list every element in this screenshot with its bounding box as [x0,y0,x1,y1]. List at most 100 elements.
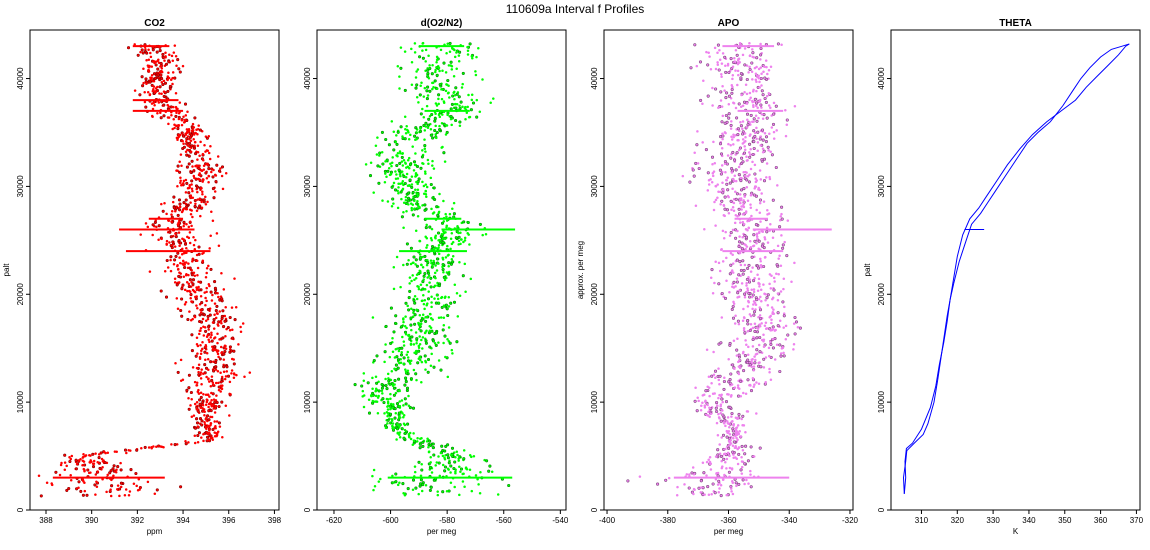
data-point [172,51,176,54]
data-point [175,283,179,287]
data-point [464,117,467,121]
data-point [429,316,433,320]
data-point [758,314,762,317]
data-point [414,258,418,262]
data-point [732,179,736,183]
data-point [63,461,67,464]
data-point [212,407,216,410]
data-point [156,59,159,63]
data-point [711,104,714,107]
data-point [397,416,401,419]
data-point [730,490,733,493]
data-point [387,379,391,383]
data-point [383,181,387,184]
data-point [737,212,742,216]
data-point [723,162,727,166]
data-point [755,330,760,334]
data-point [732,197,736,201]
data-point [478,492,482,495]
data-point [434,276,437,280]
data-point [434,133,437,136]
data-point [748,173,751,176]
data-point [446,375,450,379]
data-point [209,437,213,440]
data-point [383,412,386,415]
data-point [186,144,190,147]
data-point [729,251,733,255]
data-point [706,414,710,417]
data-point [167,60,171,64]
data-point [743,47,747,50]
data-point [442,341,445,345]
data-point [177,198,182,202]
data-point [421,347,424,350]
data-point [184,114,188,117]
data-point [213,411,217,414]
data-point [724,113,728,118]
data-point [199,371,203,374]
data-point [716,448,720,452]
data-point [205,290,208,294]
data-point [403,428,407,432]
data-point [444,295,447,299]
data-point [738,193,742,196]
data-point [408,406,412,410]
data-point [746,361,750,365]
data-point [214,348,217,352]
y-axis-label: approx. per meg [576,241,585,299]
data-point [458,261,461,264]
x-tick-label: -580 [439,516,456,525]
data-point [745,159,749,162]
data-point [395,402,400,406]
data-point [441,240,445,244]
data-point [761,150,765,154]
y-tick-label: 0 [877,507,886,512]
data-point [190,415,194,419]
data-point [716,43,720,47]
data-point [189,213,193,216]
data-point [190,333,194,337]
data-point [714,224,717,227]
data-point [453,55,457,59]
data-point [214,399,217,402]
data-point [729,487,733,490]
data-point [204,203,208,206]
data-point [744,228,748,231]
data-point [418,327,421,331]
data-point [417,101,420,104]
data-point [732,423,736,426]
data-point [426,123,430,127]
data-point [200,382,203,386]
data-point [159,289,163,293]
data-point [419,256,422,259]
data-point [169,255,173,259]
data-point [743,354,747,358]
data-point [406,304,409,308]
data-point [430,261,433,265]
data-point [426,94,430,97]
data-point [135,484,138,488]
data-point [111,467,115,471]
data-point [762,200,766,203]
data-point [748,65,751,69]
data-point [765,327,769,330]
data-point [760,322,763,325]
data-point [774,328,777,332]
data-point [731,187,734,190]
data-point [423,254,427,258]
data-point [231,328,234,331]
data-point [725,182,729,186]
data-point [737,353,741,357]
data-point [403,137,407,141]
data-point [718,383,721,386]
x-tick-label: 320 [951,516,965,525]
data-point [449,481,453,485]
data-point [418,356,421,359]
data-point [458,465,461,468]
data-point [402,226,405,230]
data-point [398,389,401,393]
data-point [437,97,440,101]
data-point [201,403,204,406]
data-point [759,135,763,138]
